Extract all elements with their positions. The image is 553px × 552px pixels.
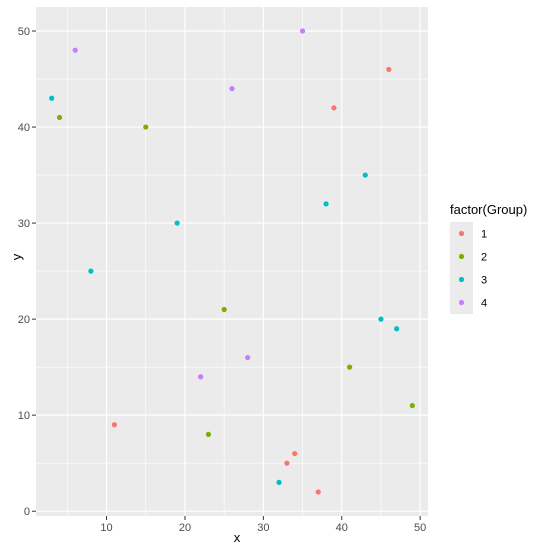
data-point-group-1 [386, 66, 392, 73]
data-point-group-1 [331, 105, 337, 111]
axis-tick-labels: 10 20 30 40 50 0 10 20 30 40 50 [18, 26, 427, 534]
x-tick-label: 50 [414, 522, 426, 534]
data-point-group-4 [299, 28, 306, 34]
legend-label-3: 3 [481, 275, 487, 287]
x-tick-label: 30 [257, 522, 269, 534]
plot-panel [36, 7, 428, 516]
data-point-group-3 [323, 201, 329, 207]
y-tick-label: 10 [18, 410, 30, 422]
legend-point-3 [458, 276, 465, 283]
legend-point-2 [458, 253, 465, 260]
data-point-group-2 [205, 431, 212, 437]
data-point-group-3 [174, 220, 180, 226]
data-point-group-1 [111, 422, 117, 428]
legend-point-1 [458, 230, 465, 237]
data-point-group-3 [394, 326, 400, 332]
data-point-group-3 [362, 172, 368, 178]
data-point-group-1 [284, 460, 290, 466]
data-point-group-2 [347, 364, 353, 370]
data-point-group-4 [198, 374, 204, 380]
data-point-group-3 [378, 316, 384, 322]
y-tick-label: 30 [18, 218, 30, 230]
data-point-group-3 [276, 479, 282, 485]
data-point-group-3 [88, 268, 94, 274]
data-points [49, 28, 415, 495]
legend-label-2: 2 [481, 252, 487, 264]
legend-label-1: 1 [481, 229, 487, 241]
axis-ticks [32, 30, 421, 520]
data-point-group-1 [315, 489, 321, 495]
y-tick-label: 0 [24, 506, 30, 518]
y-tick-label: 50 [18, 26, 30, 38]
data-point-group-2 [143, 124, 149, 130]
data-point-group-4 [245, 354, 251, 361]
data-point-group-4 [229, 86, 235, 92]
x-tick-label: 20 [179, 522, 191, 534]
x-axis-title: x [234, 530, 241, 545]
y-tick-label: 40 [18, 122, 30, 134]
legend: factor(Group) 1 2 3 4 [450, 202, 527, 314]
data-point-group-2 [56, 114, 63, 121]
y-axis-title: y [9, 253, 24, 260]
legend-title: factor(Group) [450, 202, 527, 217]
grid-minor [36, 7, 428, 516]
legend-label-4: 4 [481, 298, 487, 310]
data-point-group-1 [292, 450, 298, 457]
x-tick-label: 10 [100, 522, 112, 534]
x-tick-label: 40 [336, 522, 348, 534]
data-point-group-2 [409, 402, 415, 409]
legend-point-4 [458, 299, 465, 306]
grid-major [36, 7, 428, 516]
data-point-group-2 [221, 306, 227, 313]
data-point-group-3 [49, 95, 55, 101]
data-point-group-4 [72, 47, 78, 53]
y-tick-label: 20 [18, 314, 30, 326]
